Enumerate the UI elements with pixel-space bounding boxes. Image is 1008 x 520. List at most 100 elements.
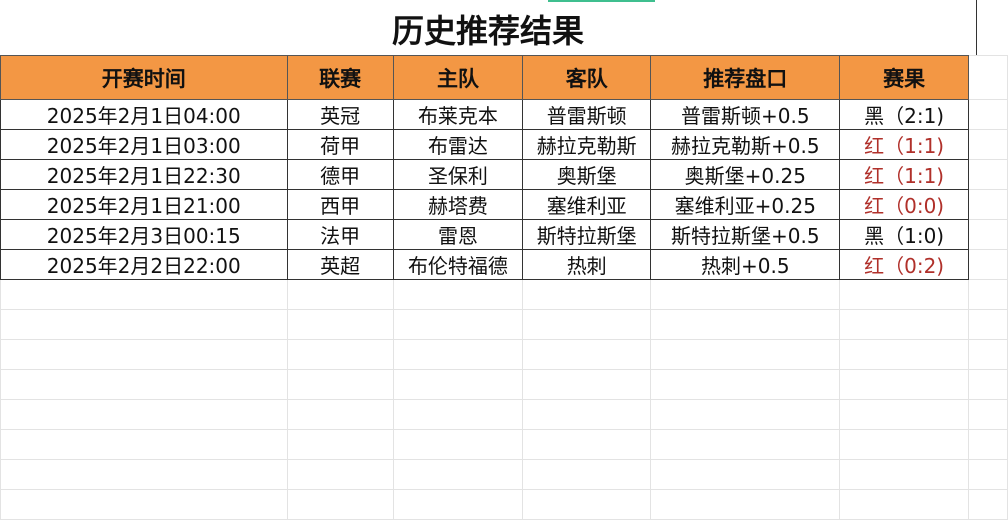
pick-cell[interactable]: 塞维利亚+0.25 (650, 189, 841, 220)
empty-cell[interactable] (967, 279, 1008, 310)
result-cell[interactable]: 黑（1:0) (839, 219, 969, 250)
empty-cell[interactable] (650, 339, 841, 370)
time-cell[interactable]: 2025年2月1日22:30 (0, 159, 288, 190)
time-cell[interactable]: 2025年2月1日21:00 (0, 189, 288, 220)
empty-cell[interactable] (967, 429, 1008, 460)
away-team-cell[interactable]: 热刺 (522, 249, 652, 280)
empty-cell[interactable] (650, 279, 841, 310)
empty-cell[interactable] (286, 459, 394, 490)
header-away[interactable]: 客队 (522, 55, 652, 100)
empty-cell[interactable] (839, 399, 969, 430)
empty-cell[interactable] (392, 339, 524, 370)
empty-cell[interactable] (392, 459, 524, 490)
empty-cell[interactable] (839, 489, 969, 520)
header-time[interactable]: 开赛时间 (0, 55, 288, 100)
empty-cell[interactable] (0, 399, 288, 430)
home-team-cell[interactable]: 雷恩 (392, 219, 524, 250)
away-team-cell[interactable]: 奥斯堡 (522, 159, 652, 190)
result-cell[interactable]: 红（1:1) (839, 129, 969, 160)
pick-cell[interactable]: 普雷斯顿+0.5 (650, 99, 841, 130)
empty-cell[interactable] (392, 309, 524, 340)
empty-cell[interactable] (286, 309, 394, 340)
away-team-cell[interactable]: 塞维利亚 (522, 189, 652, 220)
empty-cell[interactable] (392, 399, 524, 430)
time-cell[interactable]: 2025年2月2日22:00 (0, 249, 288, 280)
empty-cell[interactable] (650, 459, 841, 490)
empty-cell[interactable] (967, 309, 1008, 340)
empty-cell[interactable] (0, 279, 288, 310)
empty-cell[interactable] (0, 429, 288, 460)
home-team-cell[interactable]: 布伦特福德 (392, 249, 524, 280)
empty-cell[interactable] (392, 489, 524, 520)
empty-cell[interactable] (0, 369, 288, 400)
header-home[interactable]: 主队 (392, 55, 524, 100)
league-cell[interactable]: 德甲 (286, 159, 394, 190)
empty-cell[interactable] (839, 339, 969, 370)
away-team-cell[interactable]: 普雷斯顿 (522, 99, 652, 130)
empty-cell[interactable] (286, 429, 394, 460)
league-cell[interactable]: 英冠 (286, 99, 394, 130)
empty-cell[interactable] (967, 99, 1008, 130)
empty-cell[interactable] (522, 369, 652, 400)
empty-cell[interactable] (392, 279, 524, 310)
empty-cell[interactable] (839, 279, 969, 310)
header-result[interactable]: 赛果 (839, 55, 969, 100)
empty-cell[interactable] (286, 489, 394, 520)
result-cell[interactable]: 黑（2:1) (839, 99, 969, 130)
pick-cell[interactable]: 热刺+0.5 (650, 249, 841, 280)
home-team-cell[interactable]: 赫塔费 (392, 189, 524, 220)
empty-cell[interactable] (286, 399, 394, 430)
empty-cell[interactable] (839, 429, 969, 460)
empty-cell[interactable] (967, 159, 1008, 190)
empty-cell[interactable] (967, 219, 1008, 250)
empty-cell[interactable] (0, 309, 288, 340)
time-cell[interactable]: 2025年2月1日03:00 (0, 129, 288, 160)
empty-cell[interactable] (0, 459, 288, 490)
empty-cell[interactable] (967, 459, 1008, 490)
empty-cell[interactable] (839, 459, 969, 490)
away-team-cell[interactable]: 赫拉克勒斯 (522, 129, 652, 160)
empty-cell[interactable] (650, 399, 841, 430)
pick-cell[interactable]: 奥斯堡+0.25 (650, 159, 841, 190)
empty-cell[interactable] (522, 459, 652, 490)
empty-cell[interactable] (839, 309, 969, 340)
result-cell[interactable]: 红（0:0) (839, 189, 969, 220)
league-cell[interactable]: 法甲 (286, 219, 394, 250)
empty-cell[interactable] (967, 369, 1008, 400)
empty-cell[interactable] (967, 55, 1008, 100)
header-league[interactable]: 联赛 (286, 55, 394, 100)
pick-cell[interactable]: 斯特拉斯堡+0.5 (650, 219, 841, 250)
empty-cell[interactable] (522, 489, 652, 520)
empty-cell[interactable] (522, 429, 652, 460)
time-cell[interactable]: 2025年2月1日04:00 (0, 99, 288, 130)
empty-cell[interactable] (967, 339, 1008, 370)
empty-cell[interactable] (522, 339, 652, 370)
empty-cell[interactable] (286, 369, 394, 400)
empty-cell[interactable] (650, 429, 841, 460)
empty-cell[interactable] (522, 279, 652, 310)
pick-cell[interactable]: 赫拉克勒斯+0.5 (650, 129, 841, 160)
empty-cell[interactable] (0, 339, 288, 370)
away-team-cell[interactable]: 斯特拉斯堡 (522, 219, 652, 250)
home-team-cell[interactable]: 布莱克本 (392, 99, 524, 130)
empty-cell[interactable] (967, 399, 1008, 430)
empty-cell[interactable] (650, 309, 841, 340)
empty-cell[interactable] (967, 129, 1008, 160)
empty-cell[interactable] (286, 339, 394, 370)
home-team-cell[interactable]: 布雷达 (392, 129, 524, 160)
league-cell[interactable]: 英超 (286, 249, 394, 280)
league-cell[interactable]: 荷甲 (286, 129, 394, 160)
empty-cell[interactable] (286, 279, 394, 310)
empty-cell[interactable] (650, 489, 841, 520)
empty-cell[interactable] (522, 399, 652, 430)
result-cell[interactable]: 红（0:2) (839, 249, 969, 280)
empty-cell[interactable] (392, 369, 524, 400)
title-cell[interactable]: 历史推荐结果 (0, 0, 977, 56)
empty-cell[interactable] (522, 309, 652, 340)
empty-cell[interactable] (650, 369, 841, 400)
empty-cell[interactable] (967, 249, 1008, 280)
time-cell[interactable]: 2025年2月3日00:15 (0, 219, 288, 250)
empty-cell[interactable] (967, 489, 1008, 520)
empty-cell[interactable] (967, 189, 1008, 220)
home-team-cell[interactable]: 圣保利 (392, 159, 524, 190)
